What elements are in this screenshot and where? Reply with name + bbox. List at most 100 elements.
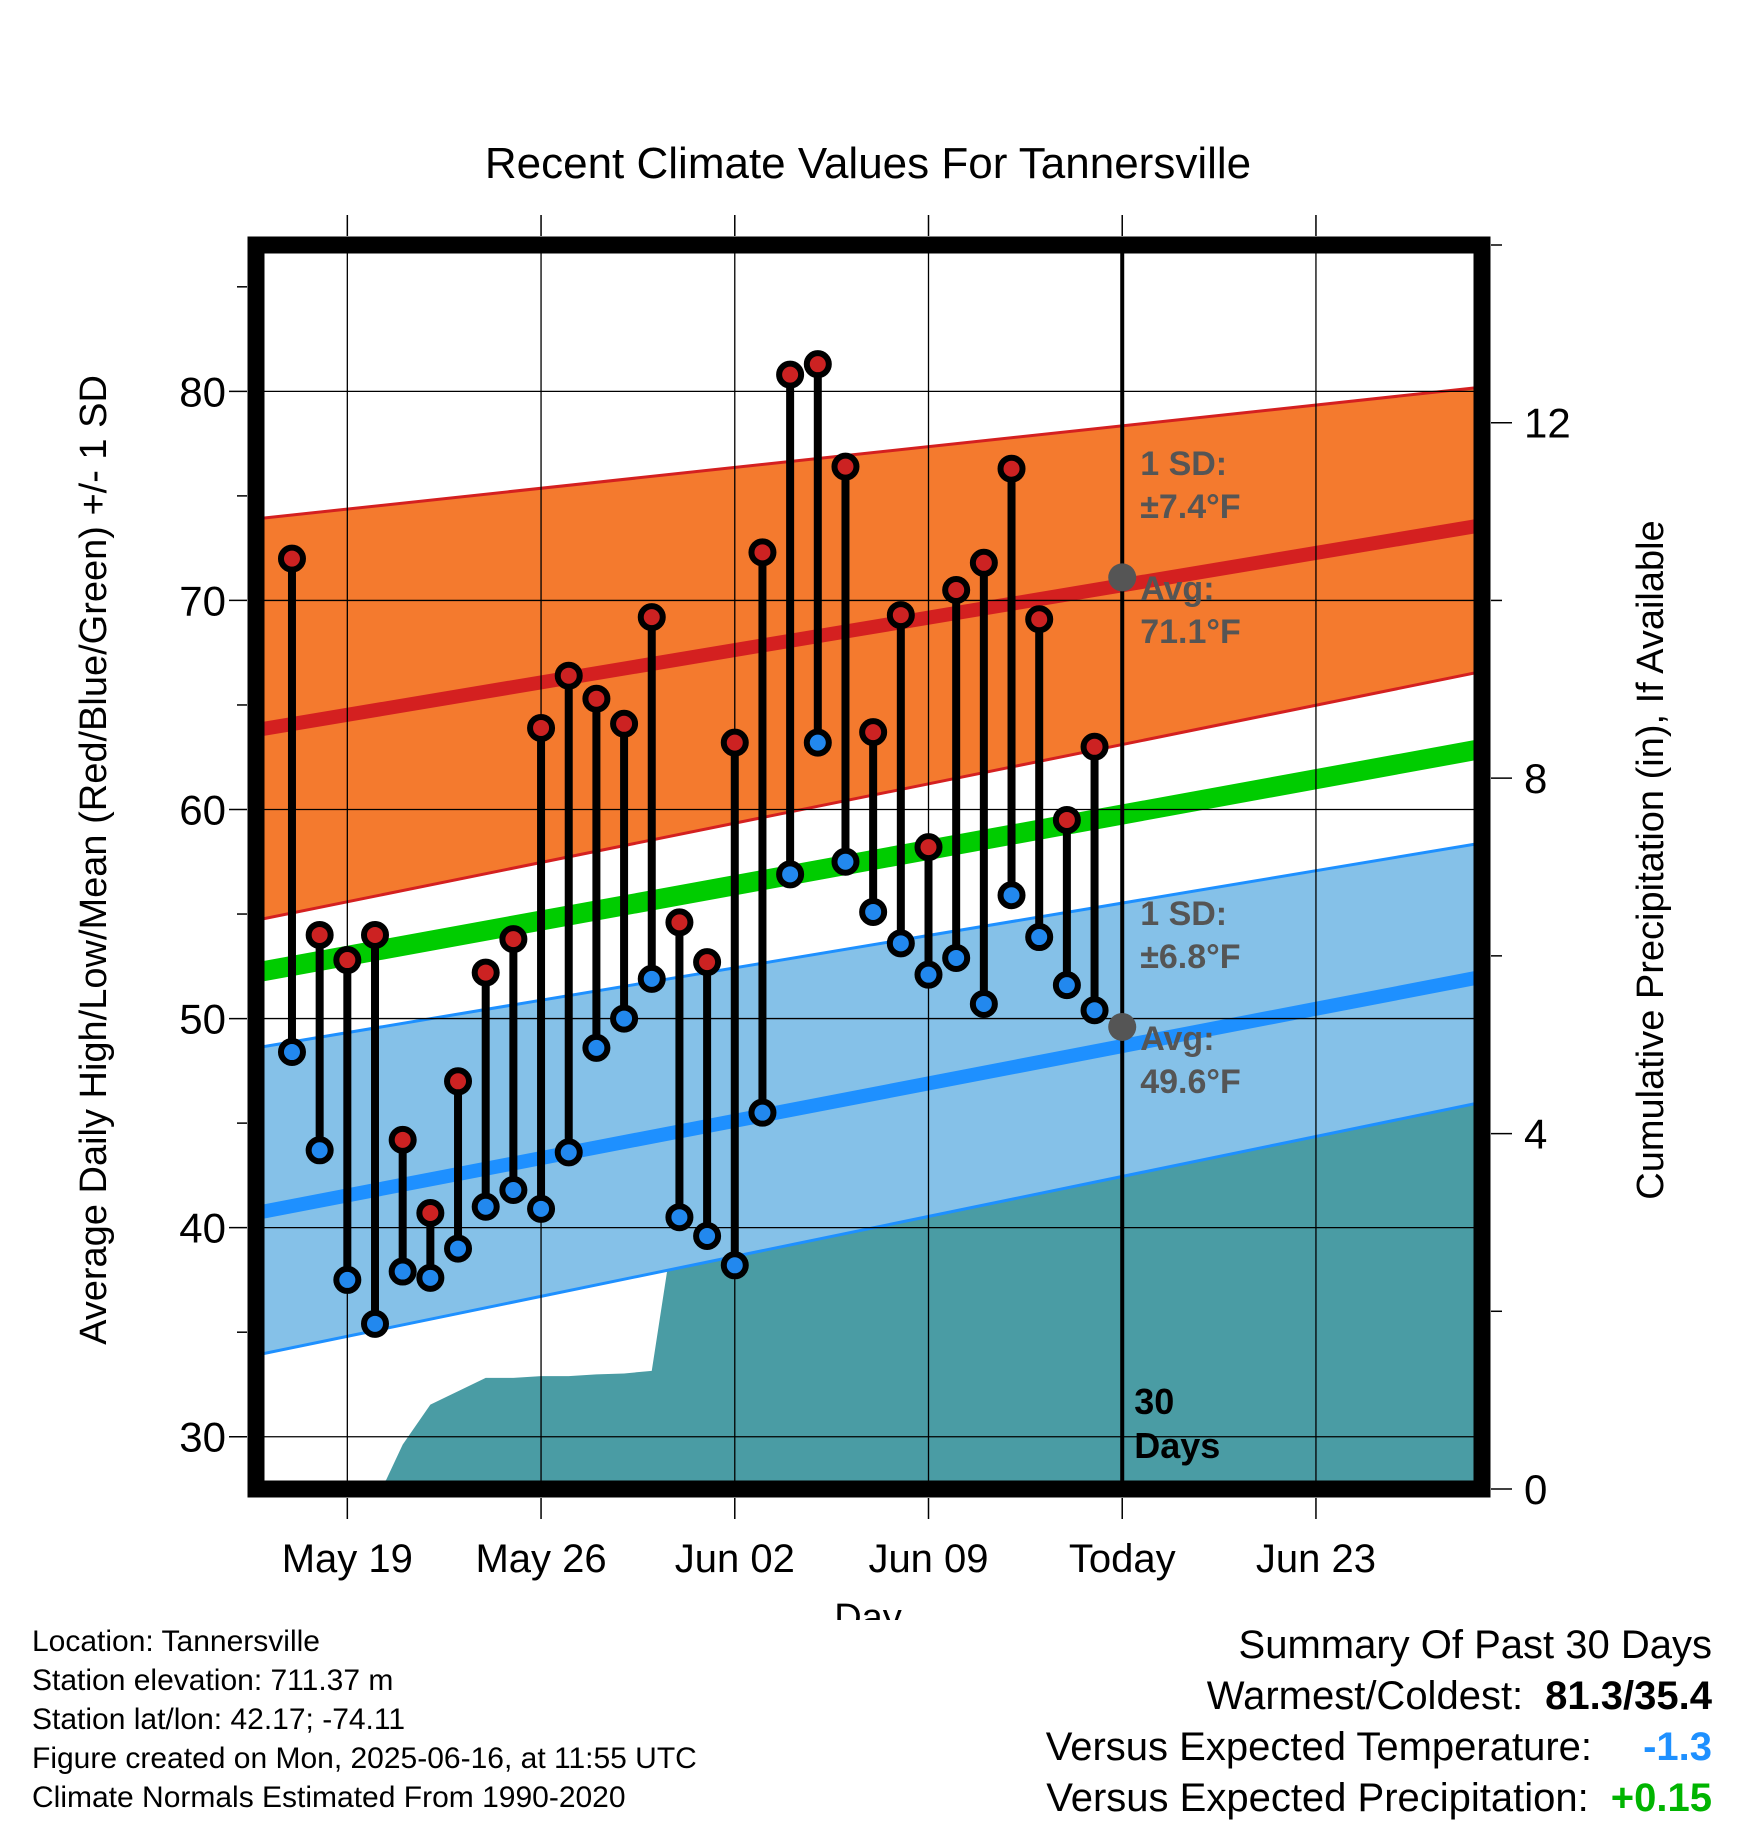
daily-high-point <box>499 925 528 954</box>
daily-high-point <box>720 728 749 757</box>
plot-area: 1 SD: ±7.4°F Avg: 71.1°F 1 SD: ±6.8°F Avg: 49.6… <box>179 215 1571 1581</box>
daily-low-point <box>831 847 860 876</box>
daily-low-point <box>1080 996 1109 1025</box>
daily-high-point <box>1080 732 1109 761</box>
x-tick-label: May 19 <box>282 1537 413 1581</box>
high-avg-label: Avg: <box>1140 570 1214 608</box>
y-tick-label: 50 <box>179 996 226 1043</box>
daily-high-point <box>748 538 777 567</box>
summary-warm-cold: Warmest/Coldest: 81.3/35.4 <box>1046 1671 1712 1722</box>
daily-high-point <box>416 1199 445 1228</box>
high-sd-label: 1 SD: <box>1140 445 1227 483</box>
summary-heading: Summary Of Past 30 Days <box>1238 1623 1712 1667</box>
low-band-lower-edge <box>256 1100 1482 1357</box>
daily-high-point <box>333 946 362 975</box>
daily-low-point <box>997 881 1026 910</box>
daily-high-point <box>1052 805 1081 834</box>
y-tick-label: 60 <box>179 787 226 834</box>
temp-anomaly-label: Versus Expected Temperature: <box>1045 1725 1592 1769</box>
daily-high-point <box>997 454 1026 483</box>
daily-low-point <box>1052 971 1081 1000</box>
daily-high-point <box>914 833 943 862</box>
daily-high-point <box>693 948 722 977</box>
daily-low-point <box>914 960 943 989</box>
daily-high-point <box>305 920 334 949</box>
y-tick-label: 30 <box>179 1414 226 1461</box>
daily-low-point <box>554 1138 583 1167</box>
high-avg-value: 71.1°F <box>1140 613 1241 651</box>
high-band-upper-edge <box>256 385 1482 521</box>
x-tick-label: May 26 <box>475 1537 606 1581</box>
daily-low-point <box>969 989 998 1018</box>
daily-high-point <box>1025 605 1054 634</box>
daily-high-point <box>859 718 888 747</box>
window-days-number: 30 <box>1134 1381 1174 1422</box>
station-latlon: Station lat/lon: 42.17; -74.11 <box>32 1703 406 1736</box>
summary-panel: Summary Of Past 30 Days Warmest/Coldest:… <box>1046 1620 1712 1824</box>
y-tick-label: 80 <box>179 368 226 415</box>
x-tick-label: Today <box>1069 1537 1176 1581</box>
low-avg-label: Avg: <box>1140 1020 1214 1058</box>
temp-anomaly-value: -1.3 <box>1643 1725 1712 1769</box>
x-tick-label: Jun 02 <box>675 1537 795 1581</box>
daily-high-point <box>969 548 998 577</box>
precip-anomaly-value: +0.15 <box>1610 1776 1712 1820</box>
normal-high-line <box>256 518 1482 737</box>
low-band-upper-edge <box>256 841 1482 1050</box>
y-tick-label: 40 <box>179 1205 226 1252</box>
low-avg-value: 49.6°F <box>1140 1063 1241 1101</box>
today-high-avg-marker <box>1108 563 1137 592</box>
daily-high-point <box>831 452 860 481</box>
window-days-label: Days <box>1134 1425 1220 1466</box>
daily-high-point <box>277 544 306 573</box>
high-sd-value: ±7.4°F <box>1140 488 1240 526</box>
y-tick-label: 70 <box>179 577 226 624</box>
daily-high-point <box>388 1125 417 1154</box>
daily-low-point <box>333 1265 362 1294</box>
daily-low-point <box>388 1257 417 1286</box>
station-info: Location: Tannersville Station elevation… <box>32 1622 697 1817</box>
daily-low-point <box>277 1038 306 1067</box>
daily-low-point <box>610 1004 639 1033</box>
daily-low-point <box>942 943 971 972</box>
daily-high-point <box>776 360 805 389</box>
station-elevation: Station elevation: 711.37 m <box>32 1664 394 1697</box>
chart-title: Recent Climate Values For Tannersville <box>485 139 1251 188</box>
daily-low-point <box>859 897 888 926</box>
daily-low-point <box>748 1098 777 1127</box>
daily-low-point <box>720 1251 749 1280</box>
daily-low-point <box>305 1136 334 1165</box>
y2-tick-label: 8 <box>1524 755 1547 802</box>
y-right-label: Cumulative Precipitation (in), If Availa… <box>1630 520 1672 1199</box>
daily-high-point <box>803 350 832 379</box>
daily-low-point <box>693 1222 722 1251</box>
warm-cold-label: Warmest/Coldest: <box>1206 1674 1524 1718</box>
x-label: Day <box>834 1597 902 1620</box>
y2-tick-label: 4 <box>1524 1111 1547 1158</box>
high-band-lower-edge <box>256 670 1482 922</box>
daily-low-point <box>776 860 805 889</box>
precip-area <box>369 1066 1482 1489</box>
daily-low-point <box>527 1194 556 1223</box>
daily-high-point <box>361 920 390 949</box>
normals-period: Climate Normals Estimated From 1990-2020 <box>32 1781 626 1814</box>
precip-anomaly-label: Versus Expected Precipitation: <box>1046 1776 1589 1820</box>
y2-tick-label: 12 <box>1524 400 1571 447</box>
daily-high-point <box>554 661 583 690</box>
daily-low-point <box>1025 923 1054 952</box>
daily-low-point <box>886 929 915 958</box>
normal-mean-line <box>256 739 1482 983</box>
plot-clip-group <box>256 245 1482 1489</box>
figure-created: Figure created on Mon, 2025-06-16, at 11… <box>32 1742 697 1775</box>
x-tick-label: Jun 23 <box>1256 1537 1376 1581</box>
low-sd-value: ±6.8°F <box>1140 938 1240 976</box>
daily-high-point <box>444 1067 473 1096</box>
station-location: Location: Tannersville <box>32 1625 320 1658</box>
daily-low-point <box>582 1033 611 1062</box>
summary-precip: Versus Expected Precipitation: +0.15 <box>1046 1773 1712 1824</box>
daily-high-point <box>527 713 556 742</box>
warm-cold-value: 81.3/35.4 <box>1545 1674 1712 1718</box>
daily-low-point <box>665 1203 694 1232</box>
daily-high-point <box>886 601 915 630</box>
low-sd-label: 1 SD: <box>1140 895 1227 933</box>
